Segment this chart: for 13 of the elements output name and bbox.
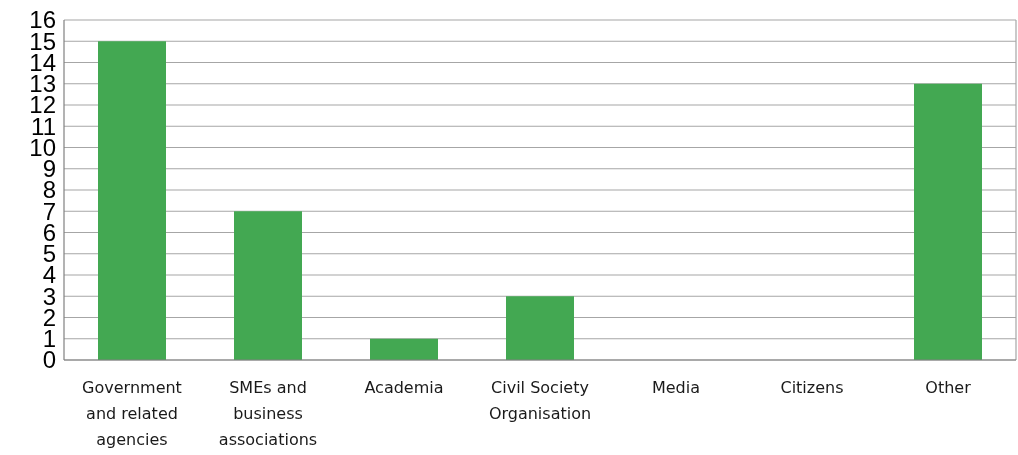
y-tick-label: 0 [42, 346, 56, 374]
x-tick-label: Media [651, 378, 701, 397]
x-tick-label: Academia [364, 378, 444, 397]
x-tick-label: Civil Society Organisation [488, 378, 592, 423]
x-tick-label: SMEs and business associations [218, 378, 318, 449]
x-tick-label: Government and related agencies [82, 378, 182, 449]
x-tick-label: Citizens [780, 378, 844, 397]
bar [370, 338, 438, 360]
bar [234, 211, 302, 360]
bar [98, 41, 166, 360]
x-tick-label: Other [925, 378, 972, 397]
bar [914, 83, 982, 360]
bar [506, 296, 574, 360]
